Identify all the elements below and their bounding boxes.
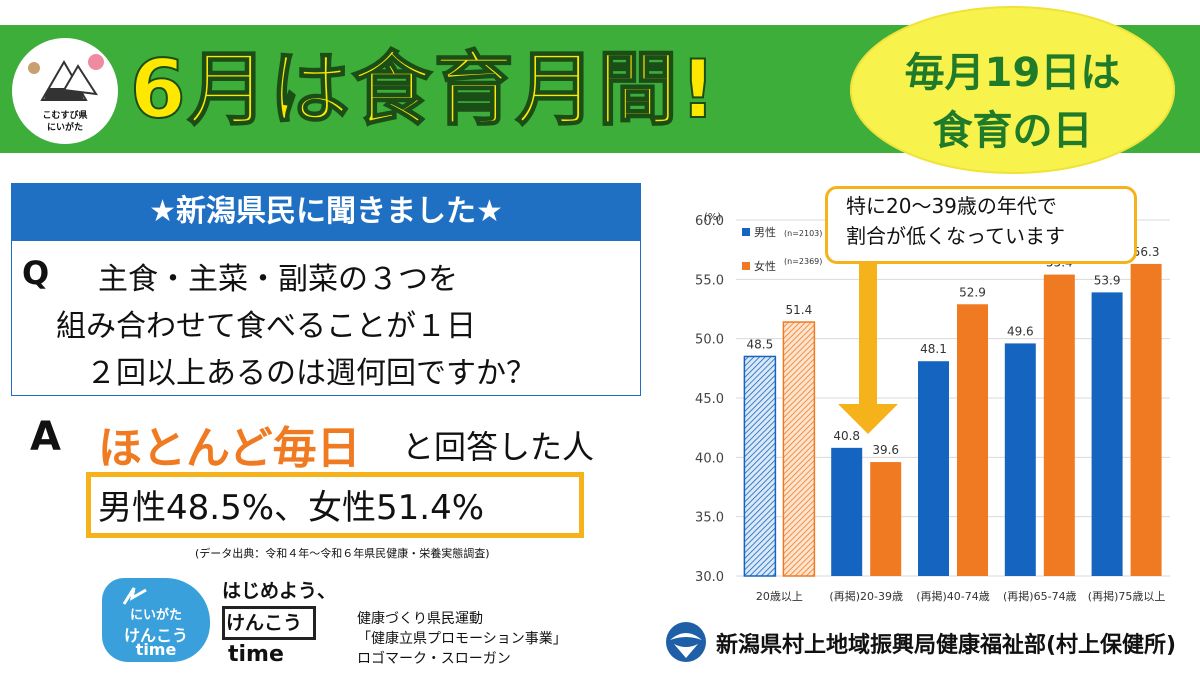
y-tick-label: 50.0 bbox=[695, 333, 724, 348]
arrow-head bbox=[838, 404, 898, 434]
callout-line1: 特に20～39歳の年代で bbox=[846, 194, 1057, 218]
y-tick-label: 35.0 bbox=[695, 511, 724, 526]
x-tick-label: 20歳以上 bbox=[756, 590, 803, 603]
bar-female bbox=[782, 321, 816, 577]
bar-female bbox=[870, 462, 902, 576]
y-tick-label: 40.0 bbox=[695, 451, 724, 466]
answer-text: と回答した人 bbox=[402, 428, 595, 466]
kenko-logo-line3: time bbox=[135, 640, 177, 659]
logo-text-line2: にいがた bbox=[46, 123, 83, 133]
niigata-prefecture-emblem-icon bbox=[666, 622, 706, 662]
bar-female bbox=[1130, 263, 1162, 576]
y-unit-label: (%) bbox=[704, 212, 721, 223]
arrow-shaft bbox=[859, 258, 877, 408]
result-box bbox=[86, 472, 584, 538]
legend-label-male: 男性 bbox=[754, 225, 776, 239]
caption-line1: 健康づくり県民運動 bbox=[357, 611, 483, 627]
data-label: 40.8 bbox=[833, 429, 860, 443]
chart-bars bbox=[743, 263, 1162, 577]
legend-n-female: (n=2369) bbox=[784, 257, 822, 266]
y-tick-label: 55.0 bbox=[695, 273, 724, 288]
x-tick-label: (再掲)40-74歳 bbox=[916, 589, 990, 603]
legend-swatch-male bbox=[742, 228, 750, 236]
slogan-line2: けんこう bbox=[226, 612, 303, 634]
question-line-1: 主食・主菜・副菜の３つを bbox=[98, 262, 458, 297]
y-tick-label: 60.0 bbox=[695, 214, 724, 229]
slogan-line1: はじめよう、 bbox=[222, 580, 337, 602]
data-label: 39.6 bbox=[872, 443, 899, 457]
kenko-logo-line2: けんこう bbox=[123, 626, 188, 645]
bar-male bbox=[831, 447, 863, 576]
caption-line3: ロゴマーク・スローガン bbox=[357, 651, 511, 667]
data-label: 56.3 bbox=[1133, 245, 1160, 259]
bar-male bbox=[918, 361, 949, 576]
badge-line2: 食育の日 bbox=[932, 108, 1093, 154]
data-label: 52.9 bbox=[959, 285, 986, 299]
survey-title: ★新潟県民に聞きました★ bbox=[11, 183, 641, 240]
y-tick-label: 30.0 bbox=[695, 570, 724, 585]
legend-swatch-female bbox=[742, 262, 750, 270]
legend-n-male: (n=2103) bbox=[784, 229, 822, 238]
sparkle-icon bbox=[122, 587, 147, 605]
legend-label-female: 女性 bbox=[754, 259, 776, 273]
bar-chart: 30.0 35.0 40.0 45.0 50.0 55.0 60.0 48.5 51.4 20歳以… bbox=[695, 212, 1170, 603]
x-tick-label: (再掲)75歳以上 bbox=[1088, 589, 1166, 603]
kenko-logo-line1: にいがた bbox=[129, 608, 182, 623]
data-label: 48.5 bbox=[747, 337, 774, 351]
question-marker: Q bbox=[22, 254, 50, 292]
bar-male bbox=[743, 355, 777, 577]
badge-line1: 毎月19日は bbox=[904, 50, 1121, 96]
bar-male bbox=[1091, 292, 1123, 576]
x-tick-label: (再掲)20-39歳 bbox=[829, 589, 903, 603]
niigata-kenko-time-logo: にいがた けんこう time bbox=[102, 578, 210, 662]
page-title: 6月は食育月間! bbox=[129, 42, 719, 137]
question-line-2: 組み合わせて食べることが１日 bbox=[56, 309, 476, 344]
bar-male bbox=[1004, 343, 1036, 576]
y-tick-label: 45.0 bbox=[695, 392, 724, 407]
answer-marker: A bbox=[30, 414, 61, 460]
question-box bbox=[11, 240, 641, 396]
callout-arrow bbox=[838, 258, 898, 434]
data-label: 51.4 bbox=[786, 303, 813, 317]
callout-line2: 割合が低くなっています bbox=[846, 224, 1065, 248]
data-label: 48.1 bbox=[920, 342, 947, 356]
organization-name: 新潟県村上地域振興局健康福祉部(村上保健所) bbox=[716, 633, 1177, 658]
answer-highlight: ほとんど毎日 bbox=[98, 423, 361, 474]
logo-text-line1: こむすび県 bbox=[42, 111, 88, 121]
x-tick-label: (再掲)65-74歳 bbox=[1003, 589, 1077, 603]
slogan-box bbox=[222, 606, 316, 640]
bar-female bbox=[957, 304, 988, 576]
komusubi-logo: こむすび県 にいがた bbox=[12, 38, 118, 144]
data-label: 53.9 bbox=[1094, 273, 1121, 287]
data-source-note: (データ出典：令和４年～令和６年県民健康・栄養実態調査) bbox=[195, 547, 490, 560]
question-line-3: ２回以上あるのは週何回ですか？ bbox=[86, 356, 536, 391]
rice-ball-mascot-icon bbox=[28, 54, 104, 101]
slogan-line3: time bbox=[228, 642, 284, 667]
chart-labels: 30.0 35.0 40.0 45.0 50.0 55.0 60.0 48.5 51.4 20歳以… bbox=[695, 214, 1165, 603]
chart-callout bbox=[825, 186, 1137, 264]
food-education-day-badge: 毎月19日は 食育の日 bbox=[850, 6, 1175, 174]
bar-female bbox=[1043, 274, 1075, 576]
result-text: 男性48.5%、女性51.4% bbox=[98, 488, 485, 528]
caption-line2: 「健康立県プロモーション事業」 bbox=[357, 631, 567, 647]
data-label: 49.6 bbox=[1007, 324, 1034, 338]
